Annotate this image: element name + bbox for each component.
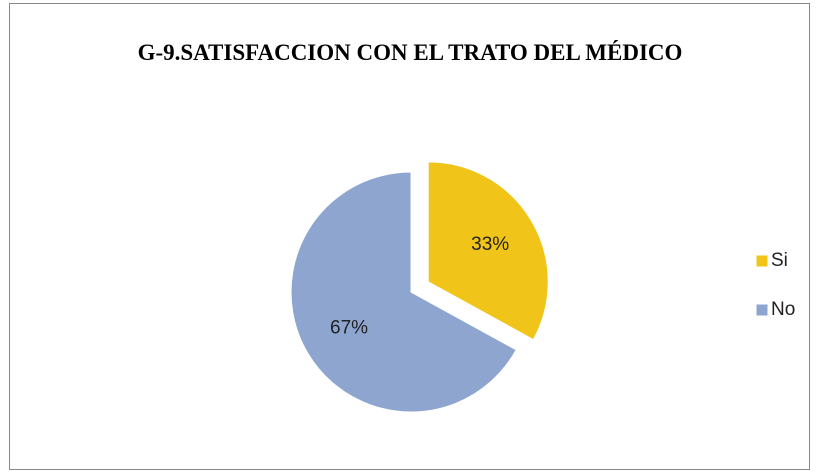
chart-title: G-9.SATISFACCION CON EL TRATO DEL MÉDICO (137, 40, 683, 65)
pie-slice (290, 171, 517, 413)
legend-swatch (755, 303, 769, 317)
pie-slice (427, 161, 549, 341)
legend-label: Si (771, 250, 788, 271)
data-label: 67% (330, 318, 368, 339)
legend-label: No (771, 299, 795, 320)
data-label: 33% (471, 234, 509, 255)
legend-swatch (755, 254, 769, 268)
